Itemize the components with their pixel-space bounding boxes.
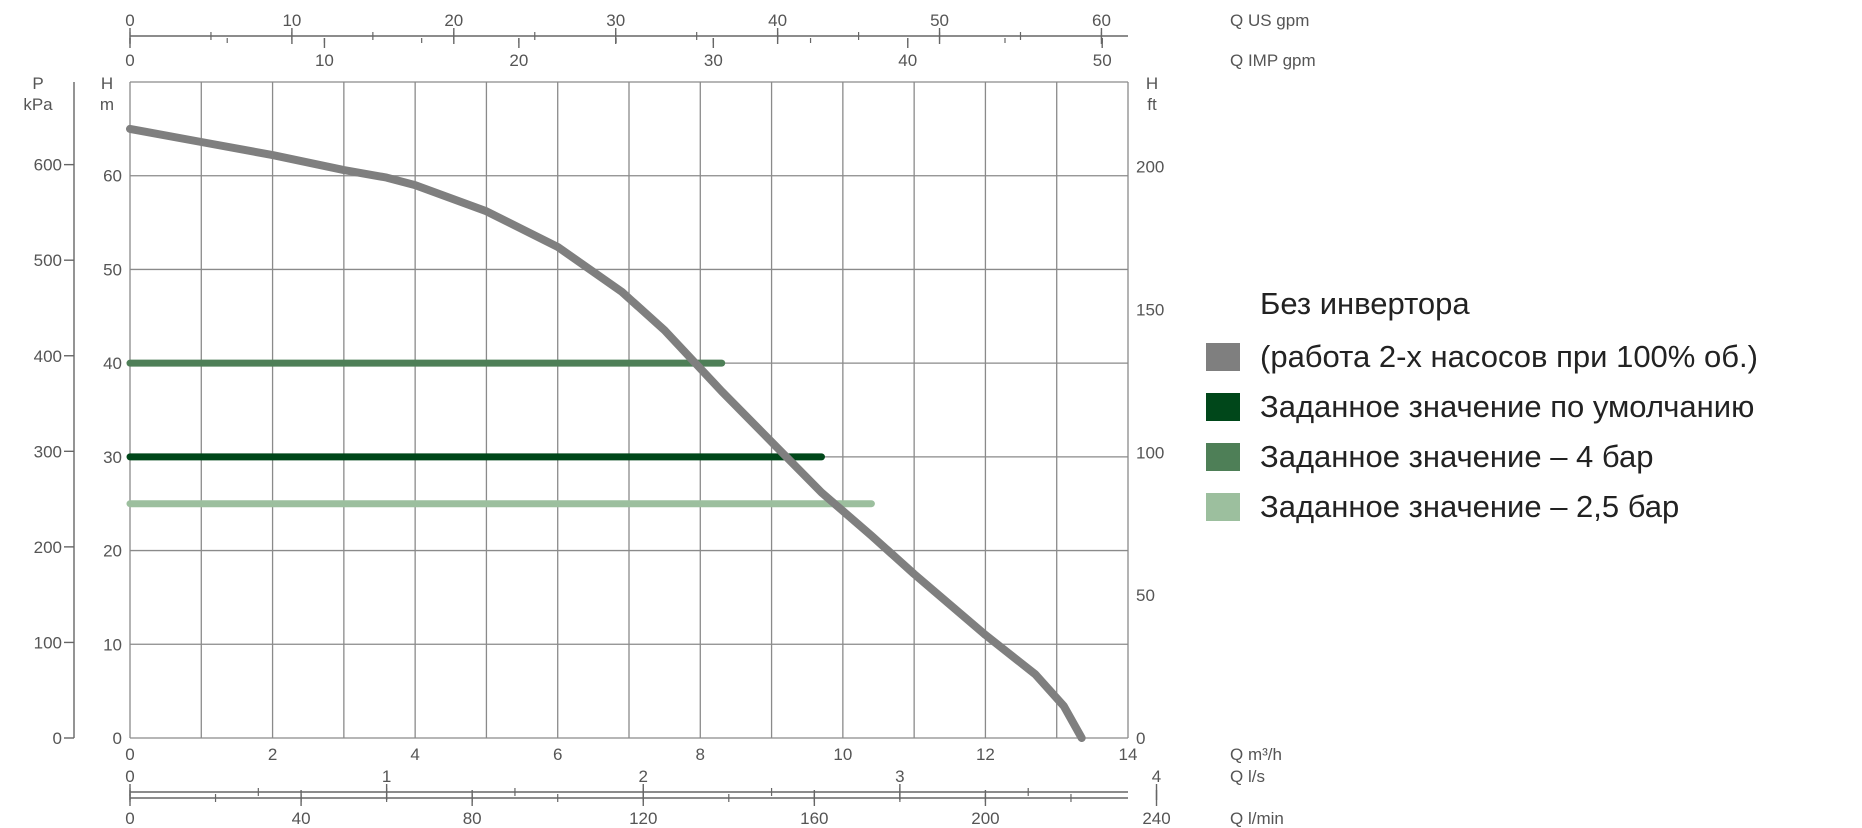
tick-label-pressure: 100 [34, 633, 62, 652]
us-gpm-tick-label: 10 [282, 11, 301, 30]
legend-item: Заданное значение – 4 бар [1206, 432, 1758, 482]
tick-label-h-m: 30 [103, 448, 122, 467]
imp-gpm-axis-label: Q IMP gpm [1230, 51, 1316, 70]
tick-label-pressure: 0 [53, 729, 62, 748]
legend-swatch-pump-curve [1206, 343, 1240, 371]
us-gpm-tick-label: 40 [768, 11, 787, 30]
tick-label-h-ft: 150 [1136, 301, 1164, 320]
imp-gpm-tick-label: 20 [509, 51, 528, 70]
l-s-tick-label: 0 [125, 767, 134, 786]
legend-item: (работа 2-х насосов при 100% об.) [1206, 332, 1758, 382]
legend: Без инвертора (работа 2-х насосов при 10… [1206, 282, 1758, 532]
legend-item: Заданное значение – 2,5 бар [1206, 482, 1758, 532]
tick-label-q-m3h: 14 [1119, 745, 1138, 764]
tick-label-h-m: 20 [103, 542, 122, 561]
imp-gpm-tick-label: 50 [1093, 51, 1112, 70]
tick-label-h-m: 40 [103, 354, 122, 373]
tick-label-pressure: 200 [34, 538, 62, 557]
pump-curve-line [126, 124, 1086, 742]
tick-label-h-ft: 100 [1136, 443, 1164, 462]
l-s-tick-label: 3 [895, 767, 904, 786]
legend-label: Заданное значение – 2,5 бар [1260, 489, 1680, 524]
legend-swatch-4-bar [1206, 443, 1240, 471]
tick-label-q-m3h: 2 [268, 745, 277, 764]
l-s-tick-label: 1 [382, 767, 391, 786]
tick-label-pressure: 300 [34, 442, 62, 461]
l-s-tick-label: 4 [1152, 767, 1161, 786]
imp-gpm-tick-label: 10 [315, 51, 334, 70]
axis-label-h-m-line1: H [101, 74, 113, 93]
tick-label-q-m3h: 4 [410, 745, 419, 764]
l-min-tick-label: 120 [629, 809, 657, 828]
l-min-tick-label: 160 [800, 809, 828, 828]
imp-gpm-tick-label: 40 [898, 51, 917, 70]
tick-label-h-ft: 50 [1136, 586, 1155, 605]
us-gpm-tick-label: 50 [930, 11, 949, 30]
imp-gpm-tick-label: 30 [704, 51, 723, 70]
legend-label: (работа 2-х насосов при 100% об.) [1260, 339, 1758, 374]
l-min-tick-label: 240 [1142, 809, 1170, 828]
tick-label-h-m: 10 [103, 635, 122, 654]
axis-label-h-ft-line1: H [1146, 74, 1158, 93]
tick-label-pressure: 600 [34, 156, 62, 175]
l-s-axis-label: Q l/s [1230, 767, 1265, 786]
us-gpm-tick-label: 30 [606, 11, 625, 30]
tick-label-h-m: 0 [113, 729, 122, 748]
l-min-tick-label: 80 [463, 809, 482, 828]
tick-label-q-m3h: 10 [833, 745, 852, 764]
us-gpm-tick-label: 20 [444, 11, 463, 30]
axis-label-pressure-line1: P [32, 74, 43, 93]
legend-swatch-default [1206, 393, 1240, 421]
legend-title: Без инвертора [1260, 286, 1470, 321]
us-gpm-tick-label: 60 [1092, 11, 1111, 30]
legend-swatch-2-5-bar [1206, 493, 1240, 521]
legend-item: Заданное значение по умолчанию [1206, 382, 1758, 432]
l-min-tick-label: 200 [971, 809, 999, 828]
tick-label-pressure: 500 [34, 251, 62, 270]
tick-label-q-m3h: 6 [553, 745, 562, 764]
chart-axes: 0102030405060Hm0100200300400500600PkPa05… [23, 11, 1315, 828]
axis-label-q-m3h: Q m³/h [1230, 745, 1282, 764]
tick-label-pressure: 400 [34, 347, 62, 366]
plot-grid [129, 81, 1129, 739]
l-min-tick-label: 40 [292, 809, 311, 828]
tick-label-h-m: 60 [103, 167, 122, 186]
l-s-tick-label: 2 [639, 767, 648, 786]
l-min-axis-label: Q l/min [1230, 809, 1284, 828]
axis-label-pressure-line2: kPa [23, 95, 53, 114]
imp-gpm-tick-label: 0 [125, 51, 134, 70]
legend-label: Заданное значение по умолчанию [1260, 389, 1755, 424]
tick-label-h-ft: 0 [1136, 729, 1145, 748]
legend-label: Заданное значение – 4 бар [1260, 439, 1654, 474]
us-gpm-tick-label: 0 [125, 11, 134, 30]
axis-label-h-m-line2: m [100, 95, 114, 114]
chart-series [126, 124, 1086, 742]
l-min-tick-label: 0 [125, 809, 134, 828]
tick-label-q-m3h: 8 [696, 745, 705, 764]
tick-label-q-m3h: 0 [125, 745, 134, 764]
tick-label-h-ft: 200 [1136, 158, 1164, 177]
axis-label-h-ft-line2: ft [1147, 95, 1157, 114]
tick-label-q-m3h: 12 [976, 745, 995, 764]
us-gpm-axis-label: Q US gpm [1230, 11, 1309, 30]
tick-label-h-m: 50 [103, 260, 122, 279]
